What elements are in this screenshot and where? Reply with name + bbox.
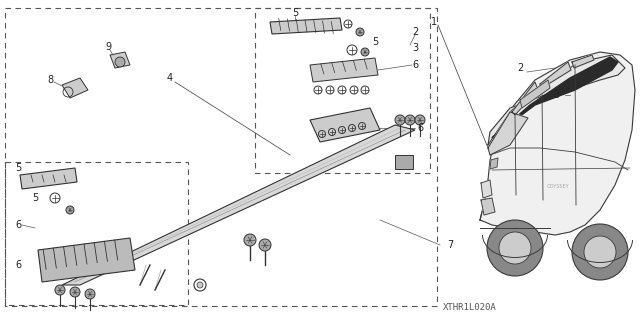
Text: 9: 9 [105, 42, 111, 52]
Polygon shape [488, 112, 528, 155]
Circle shape [85, 289, 95, 299]
Polygon shape [480, 52, 635, 235]
Text: 8: 8 [47, 75, 53, 85]
Polygon shape [62, 78, 88, 98]
Polygon shape [38, 238, 135, 282]
Polygon shape [512, 82, 538, 115]
Text: 3: 3 [553, 90, 559, 100]
Bar [5, 162, 188, 305]
Polygon shape [110, 52, 130, 68]
Text: 1: 1 [431, 17, 437, 27]
Circle shape [197, 282, 203, 288]
Circle shape [415, 115, 425, 125]
Text: 6: 6 [412, 60, 418, 70]
Polygon shape [572, 55, 594, 68]
Polygon shape [481, 180, 492, 198]
Circle shape [395, 115, 405, 125]
Text: 6: 6 [15, 260, 21, 270]
Text: ODYSSEY: ODYSSEY [547, 184, 570, 189]
Circle shape [356, 28, 364, 36]
Polygon shape [481, 198, 495, 215]
Circle shape [487, 220, 543, 276]
Polygon shape [310, 58, 378, 82]
Circle shape [259, 239, 271, 251]
Text: 7: 7 [447, 240, 453, 250]
Circle shape [499, 232, 531, 264]
Bar [255, 8, 430, 173]
Text: 2: 2 [517, 63, 523, 73]
Polygon shape [540, 62, 571, 88]
Text: 5: 5 [32, 193, 38, 203]
Circle shape [572, 224, 628, 280]
Text: 6: 6 [417, 123, 423, 133]
Circle shape [55, 285, 65, 295]
Polygon shape [520, 80, 550, 108]
Circle shape [244, 234, 256, 246]
Circle shape [405, 115, 415, 125]
Polygon shape [490, 158, 498, 169]
Text: XTHR1L020A: XTHR1L020A [443, 303, 497, 313]
Text: 4: 4 [167, 73, 173, 83]
Text: 5: 5 [292, 8, 298, 18]
Polygon shape [492, 57, 618, 138]
Polygon shape [270, 18, 342, 34]
Bar [395, 155, 413, 169]
Text: 5: 5 [372, 37, 378, 47]
Text: 6: 6 [15, 220, 21, 230]
Circle shape [66, 206, 74, 214]
Polygon shape [20, 168, 77, 189]
Polygon shape [310, 108, 380, 142]
Circle shape [70, 287, 80, 297]
Polygon shape [62, 125, 415, 285]
Circle shape [115, 57, 125, 67]
Polygon shape [488, 55, 625, 145]
Circle shape [361, 48, 369, 56]
Bar [5, 8, 437, 306]
Text: 3: 3 [412, 43, 418, 53]
Text: 2: 2 [412, 27, 418, 37]
Text: 5: 5 [15, 163, 21, 173]
Circle shape [584, 236, 616, 268]
